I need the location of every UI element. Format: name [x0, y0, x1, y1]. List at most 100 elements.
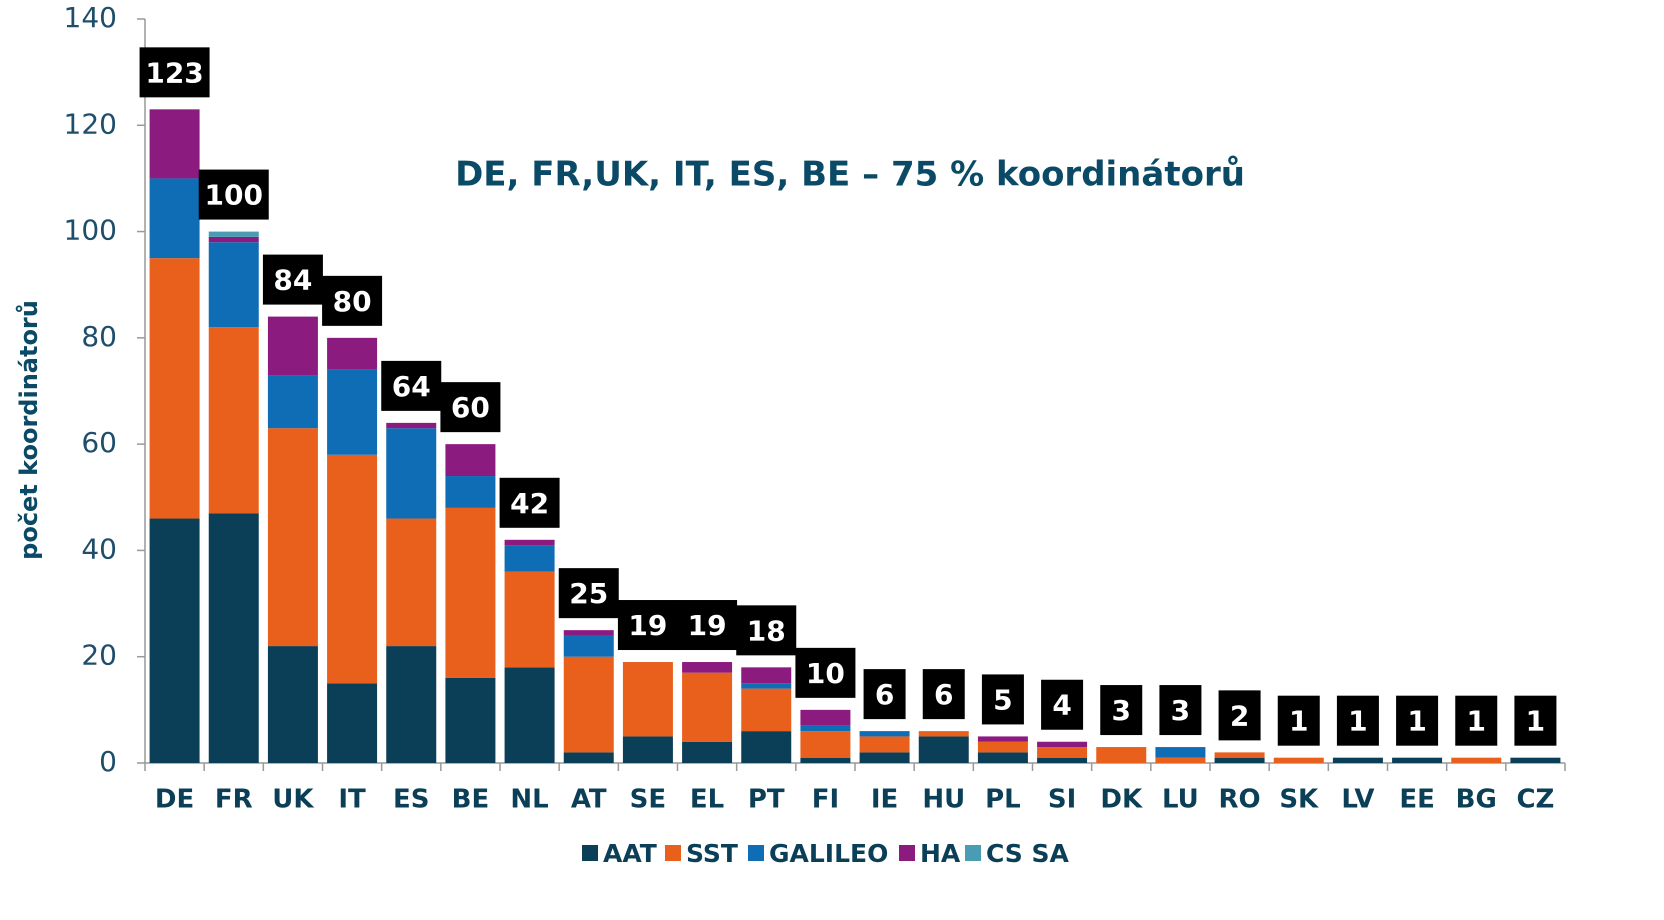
y-tick-label: 0: [99, 745, 117, 778]
bar-segment: [800, 757, 851, 763]
bar-segment: [977, 752, 1028, 763]
x-tick-label: CZ: [1516, 785, 1554, 815]
x-tick-label: EL: [690, 785, 724, 815]
bar-segment: [859, 731, 910, 737]
bar-segment: [741, 667, 792, 684]
total-label: 6: [934, 678, 953, 711]
bar-segment: [563, 630, 614, 636]
bar-segment: [445, 677, 496, 763]
total-label: 6: [875, 678, 894, 711]
bar-segment: [977, 736, 1028, 742]
bar-segment: [208, 513, 259, 763]
total-label-box: [440, 382, 501, 433]
x-tick-label: ES: [393, 785, 430, 815]
annotation: DE, FR,UK, IT, ES, BE – 75 % koordinátor…: [455, 155, 1245, 195]
x-tick-label: EE: [1399, 785, 1435, 815]
total-label-box: [1514, 695, 1557, 746]
legend-label: CS SA: [986, 839, 1070, 868]
bar-segment: [1392, 757, 1443, 763]
total-label-box: [981, 674, 1024, 725]
x-tick-label: DK: [1100, 785, 1143, 815]
bar-segment: [149, 178, 200, 259]
bar-segment: [622, 736, 673, 763]
bar-segment: [504, 539, 555, 546]
y-tick-label: 120: [64, 107, 117, 140]
x-tick-label: BE: [452, 785, 490, 815]
y-tick-label: 80: [81, 320, 117, 353]
x-tick-label: BG: [1456, 785, 1497, 815]
bar-segment: [1332, 757, 1383, 763]
bar-segment: [1037, 741, 1088, 748]
bar-segment: [563, 635, 614, 657]
bar-segment: [682, 662, 733, 673]
total-label: 4: [1052, 689, 1071, 722]
x-tick-label: UK: [272, 785, 314, 815]
bar-segment: [149, 258, 200, 519]
total-label: 42: [510, 487, 549, 520]
bar-segment: [267, 428, 318, 647]
total-label: 1: [1467, 705, 1486, 738]
bar-segment: [918, 736, 969, 763]
total-label-box: [922, 669, 965, 720]
total-label: 10: [806, 657, 845, 690]
bar-segment: [800, 725, 851, 732]
x-tick-label: IT: [338, 785, 366, 815]
bar-segment: [563, 656, 614, 753]
total-label-box: [198, 169, 269, 220]
bar-segment: [1273, 757, 1324, 763]
x-tick-label: LU: [1162, 785, 1199, 815]
bar-segment: [741, 731, 792, 763]
total-label-box: [1041, 679, 1084, 730]
total-label-box: [1100, 685, 1143, 736]
bar-segment: [208, 231, 259, 237]
bar-segment: [386, 646, 437, 763]
total-label: 3: [1171, 694, 1190, 727]
x-tick-label: PL: [985, 785, 1021, 815]
x-tick-label: DE: [155, 785, 194, 815]
bar-segment: [504, 571, 555, 668]
legend-label: HA: [920, 839, 961, 868]
total-label: 1: [1526, 705, 1545, 738]
total-label-box: [1455, 695, 1498, 746]
total-label-box: [736, 605, 797, 656]
bar-segment: [977, 741, 1028, 753]
bar-segment: [267, 646, 318, 763]
bar-segment: [1155, 747, 1206, 758]
total-label-box: [381, 360, 442, 411]
total-label-box: [1336, 695, 1379, 746]
total-label: 123: [145, 56, 203, 89]
legend-swatch: [665, 845, 681, 861]
bar-segment: [386, 422, 437, 429]
bar-segment: [622, 662, 673, 737]
bar-segment: [208, 327, 259, 514]
y-tick-label: 100: [64, 214, 117, 247]
total-label-box: [863, 669, 906, 720]
x-tick-label: PT: [748, 785, 785, 815]
bar-segment: [1037, 757, 1088, 763]
bar-segment: [208, 236, 259, 243]
legend-label: GALILEO: [769, 839, 888, 868]
bar-segment: [327, 369, 378, 455]
bar-segment: [682, 672, 733, 742]
total-label: 100: [205, 179, 263, 212]
bar-segment: [504, 545, 555, 572]
legend-swatch: [582, 845, 598, 861]
x-tick-label: LV: [1341, 785, 1374, 815]
bar-segment: [149, 109, 200, 179]
bar-segment: [800, 731, 851, 758]
bar-segment: [386, 518, 437, 647]
total-label-box: [1396, 695, 1439, 746]
bar-segment: [741, 688, 792, 732]
y-axis-label: počet koordinátorů: [15, 300, 43, 560]
total-label: 2: [1230, 699, 1249, 732]
total-label: 3: [1112, 694, 1131, 727]
bar-segment: [563, 752, 614, 763]
total-label-box: [322, 275, 383, 326]
legend-label: SST: [686, 839, 738, 868]
total-label-box: [795, 647, 856, 698]
x-tick-label: RO: [1219, 785, 1261, 815]
bar-segment: [1214, 752, 1265, 758]
bar-segment: [267, 316, 318, 376]
y-tick-label: 140: [64, 1, 117, 34]
